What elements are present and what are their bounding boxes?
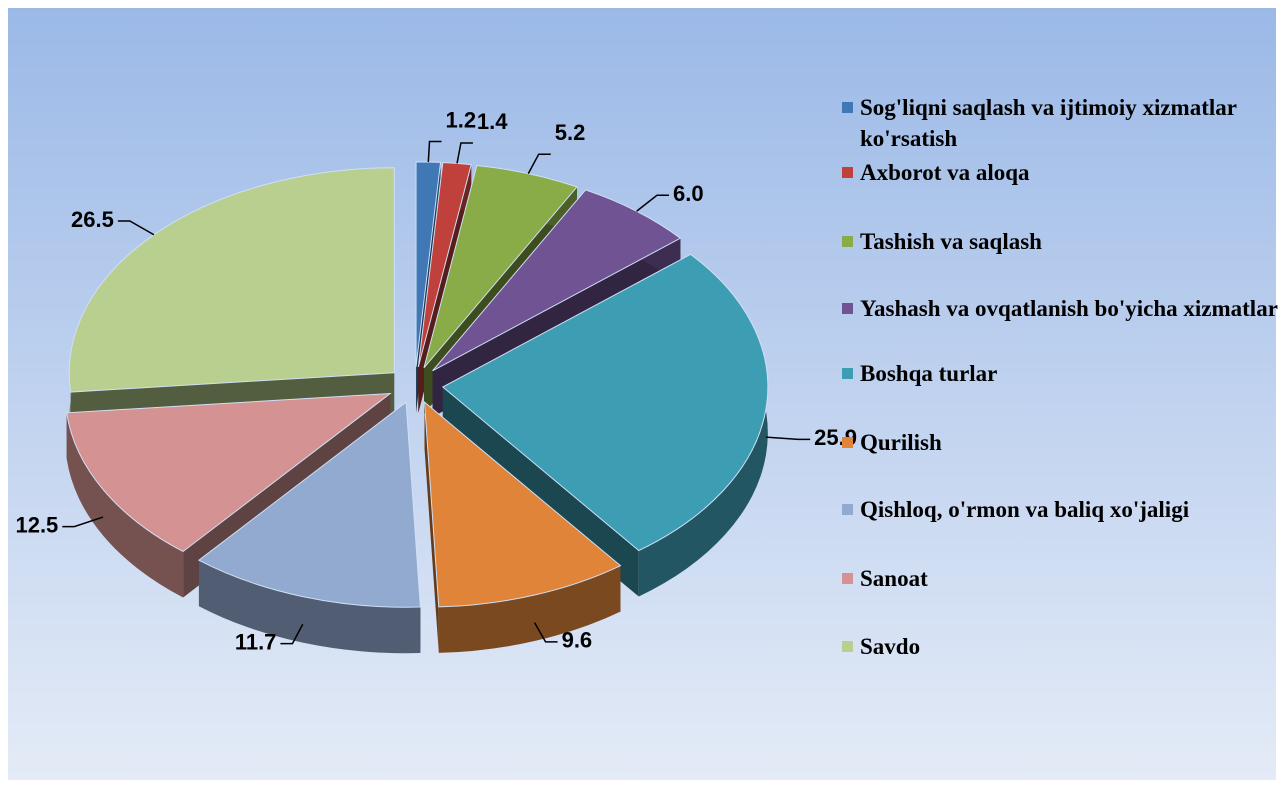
legend-swatch (842, 437, 853, 448)
legend-swatch (842, 303, 853, 314)
data-label: 9.6 (562, 628, 593, 653)
leader-line (456, 142, 473, 164)
legend-label: Qishloq, o'rmon va baliq xo'jaligi (860, 497, 1190, 522)
legend-entry: Savdo (842, 631, 1282, 662)
slice-top (198, 401, 421, 608)
legend-label: Savdo (860, 634, 921, 659)
legend-entry: Yashash va ovqatlanish bo'yicha xizmatla… (842, 293, 1282, 324)
legend-label: Boshqa turlar (860, 361, 998, 386)
slice-top (68, 167, 395, 393)
pie-slice (198, 401, 421, 654)
legend-swatch (842, 573, 853, 584)
leader-line (533, 622, 558, 643)
legend-swatch (842, 504, 853, 515)
legend-swatch (842, 236, 853, 247)
legend-label: Yashash va ovqatlanish bo'yicha xizmatla… (860, 296, 1278, 321)
data-label: 5.2 (555, 120, 586, 145)
slice-wall (198, 560, 421, 654)
legend-entry: Qurilish (842, 427, 1282, 458)
legend-entry: Tashish va saqlash (842, 226, 1282, 257)
legend-swatch (842, 641, 853, 652)
pie-slice (423, 400, 622, 653)
leader-line (527, 153, 551, 174)
slice-top (417, 161, 472, 368)
legend-label: Qurilish (860, 430, 942, 455)
leader-line (765, 436, 811, 441)
slice-wall (438, 565, 621, 653)
leader-line (636, 194, 669, 212)
data-label: 6.0 (673, 181, 704, 206)
legend-swatch (842, 102, 853, 113)
data-label: 1.4 (477, 109, 508, 134)
leader-line (427, 140, 442, 163)
leader-line (117, 220, 155, 236)
legend-label: Sog'liqni saqlash va ijtimoiy xizmatlar … (860, 95, 1237, 151)
slice-wall (66, 412, 184, 598)
slice-side (424, 402, 439, 653)
slice-top (423, 400, 622, 608)
slice-top (66, 392, 392, 553)
legend-label: Sanoat (860, 566, 928, 591)
legend-entry: Boshqa turlar (842, 358, 1282, 389)
legend-entry: Axborot va aloqa (842, 157, 1282, 188)
data-label: 26.5 (71, 207, 114, 232)
legend-entry: Sog'liqni saqlash va ijtimoiy xizmatlar … (842, 92, 1282, 154)
legend-entry: Qishloq, o'rmon va baliq xo'jaligi (842, 494, 1282, 525)
leader-line (280, 623, 304, 645)
slice-top (432, 189, 682, 372)
data-label: 11.7 (235, 629, 277, 654)
leader-line (62, 516, 104, 528)
legend-swatch (842, 368, 853, 379)
legend-entry: Sanoat (842, 563, 1282, 594)
legend-label: Tashish va saqlash (860, 229, 1042, 254)
legend-swatch (842, 167, 853, 178)
data-label: 1.2 (446, 107, 477, 132)
slice-top (441, 253, 769, 552)
data-label: 12.5 (15, 512, 58, 537)
legend-label: Axborot va aloqa (860, 160, 1030, 185)
